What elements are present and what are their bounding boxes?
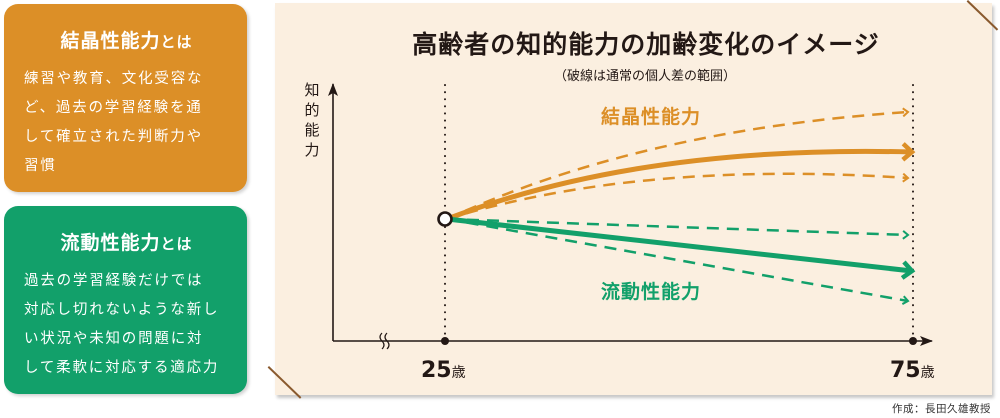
fluid-lower-dashed	[446, 217, 910, 305]
tick-25-dot	[441, 337, 449, 345]
body-line: 習慣	[24, 158, 57, 174]
fluid-upper-dashed	[446, 217, 910, 240]
y-label-char: 能	[304, 121, 319, 139]
start-point	[437, 211, 453, 227]
title-main: 結晶性能力	[60, 30, 161, 52]
fluid-solid	[446, 216, 916, 280]
y-axis-label: 知 的 能 力	[304, 81, 319, 159]
credit-text: 作成：長田久雄教授	[892, 403, 991, 415]
tick-75-dot	[909, 337, 917, 345]
y-label-char: 知	[304, 81, 319, 99]
fluid-label: 流動性能力	[601, 280, 701, 303]
body-line: ど、過去の学習経験を通	[24, 100, 203, 116]
body-line: して柔軟に対応する適応力	[24, 360, 220, 376]
y-label-char: 的	[304, 101, 319, 119]
y-label-char: 力	[304, 141, 319, 159]
chart-title: 高齢者の知的能力の加齢変化のイメージ	[412, 30, 880, 59]
tick-75-label: 75歳	[890, 358, 935, 383]
crystallized-label: 結晶性能力	[601, 105, 701, 128]
crystallized-card-title: 結晶性能力とは	[24, 26, 233, 53]
crystallized-ability-card: 結晶性能力とは 練習や教育、文化受容な ど、過去の学習経験を通 して確立された判…	[4, 4, 247, 192]
body-line: 練習や教育、文化受容な	[24, 71, 204, 87]
body-line: 過去の学習経験だけでは	[24, 273, 204, 289]
title-suffix: とは	[160, 33, 193, 51]
fluid-ability-card: 流動性能力とは 過去の学習経験だけでは 対応し切れないような新し い状況や未知の…	[4, 206, 247, 394]
chart-svg: 高齢者の知的能力の加齢変化のイメージ （破線は通常の個人差の範囲） 知 的 能 …	[304, 30, 935, 383]
crystallized-upper-dashed	[446, 107, 910, 221]
crystallized-series	[446, 107, 916, 222]
title-main: 流動性能力	[60, 232, 161, 254]
crystallized-solid	[446, 142, 916, 222]
axis-break-icon	[379, 332, 390, 350]
body-line: い状況や未知の問題に対	[24, 331, 204, 347]
chart-subtitle: （破線は通常の個人差の範囲）	[554, 68, 736, 84]
title-suffix: とは	[160, 235, 193, 253]
fluid-card-body: 過去の学習経験だけでは 対応し切れないような新し い状況や未知の問題に対 して柔…	[24, 267, 233, 383]
body-line: 対応し切れないような新し	[24, 302, 220, 318]
chart-panel: 高齢者の知的能力の加齢変化のイメージ （破線は通常の個人差の範囲） 知 的 能 …	[275, 3, 992, 395]
body-line: して確立された判断力や	[24, 129, 203, 145]
fluid-card-title: 流動性能力とは	[24, 228, 233, 255]
tick-25-label: 25歳	[421, 358, 466, 383]
crystallized-card-body: 練習や教育、文化受容な ど、過去の学習経験を通 して確立された判断力や 習慣	[24, 65, 233, 181]
fluid-series	[446, 216, 916, 305]
